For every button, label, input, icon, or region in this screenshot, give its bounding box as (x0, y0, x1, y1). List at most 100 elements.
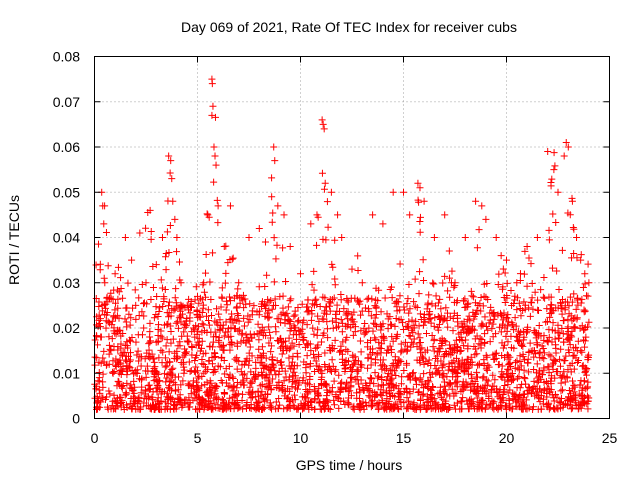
data-point (165, 358, 173, 366)
data-point (545, 326, 553, 334)
data-point (183, 314, 191, 322)
data-point (170, 379, 178, 387)
data-point (414, 330, 422, 338)
data-point (266, 328, 274, 336)
data-point (159, 303, 167, 311)
data-point (218, 353, 226, 361)
data-point (426, 308, 434, 316)
data-point (152, 261, 160, 269)
data-point (143, 395, 151, 403)
data-point (114, 326, 122, 334)
data-point (330, 344, 338, 352)
data-point (167, 327, 175, 335)
data-point (467, 287, 475, 295)
data-point (440, 404, 448, 412)
data-point (183, 337, 191, 345)
data-point (356, 297, 364, 305)
data-point (176, 391, 184, 399)
data-point (169, 197, 177, 205)
data-point (246, 316, 254, 324)
data-point (562, 138, 570, 146)
data-point (392, 382, 400, 390)
data-point (528, 388, 536, 396)
data-point (462, 365, 470, 373)
data-point (372, 310, 380, 318)
data-point (211, 390, 219, 398)
data-point (478, 202, 486, 210)
data-point (187, 298, 195, 306)
data-point (233, 310, 241, 318)
data-point (536, 395, 544, 403)
data-point (275, 315, 283, 323)
data-point (392, 314, 400, 322)
data-point (437, 394, 445, 402)
data-point (269, 356, 277, 364)
data-point (526, 339, 534, 347)
data-point (426, 314, 434, 322)
data-point (548, 175, 556, 183)
data-point (256, 352, 264, 360)
data-point (525, 254, 533, 262)
data-point (515, 373, 523, 381)
data-point (495, 403, 503, 411)
data-point (119, 294, 127, 302)
data-point (205, 357, 213, 365)
data-point (499, 265, 507, 273)
data-point (489, 351, 497, 359)
data-point (525, 304, 533, 312)
data-point (178, 310, 186, 318)
data-point (278, 386, 286, 394)
data-point (377, 308, 385, 316)
data-point (258, 328, 266, 336)
data-point (541, 294, 549, 302)
data-point (533, 360, 541, 368)
data-point (95, 368, 103, 376)
data-point (312, 295, 320, 303)
data-point (546, 313, 554, 321)
data-point (121, 234, 129, 241)
data-point (363, 386, 371, 394)
data-point (270, 143, 278, 151)
data-point (413, 404, 421, 412)
data-point (539, 371, 547, 379)
data-point (165, 152, 173, 160)
data-point (547, 182, 555, 190)
data-point (127, 314, 135, 322)
data-point (306, 372, 314, 380)
data-point (405, 397, 413, 405)
data-point (269, 209, 277, 217)
data-point (525, 368, 533, 376)
data-point (231, 401, 239, 409)
data-point (138, 308, 146, 316)
data-point (105, 350, 113, 358)
data-point (146, 328, 154, 336)
data-point (411, 275, 419, 283)
data-point (570, 323, 578, 331)
y-tick-label: 0.03 (53, 275, 80, 291)
data-point (344, 347, 352, 355)
data-point (543, 318, 551, 326)
data-point (126, 336, 134, 344)
data-point (554, 188, 562, 196)
data-point (441, 400, 449, 408)
data-point (430, 322, 438, 330)
data-point (221, 370, 229, 378)
data-point (214, 202, 222, 210)
data-point (238, 397, 246, 405)
data-point (544, 148, 552, 156)
data-point (239, 390, 247, 398)
data-point (436, 320, 443, 328)
data-point (272, 255, 280, 263)
data-point (564, 143, 572, 151)
data-point (334, 211, 342, 219)
data-point (378, 398, 386, 406)
data-point (248, 352, 256, 360)
data-point (288, 339, 296, 347)
data-point (451, 405, 459, 413)
data-point (484, 361, 492, 369)
data-point (414, 388, 422, 396)
data-point (416, 184, 424, 192)
data-point (535, 322, 543, 330)
data-point (408, 324, 416, 332)
data-point (206, 386, 214, 394)
